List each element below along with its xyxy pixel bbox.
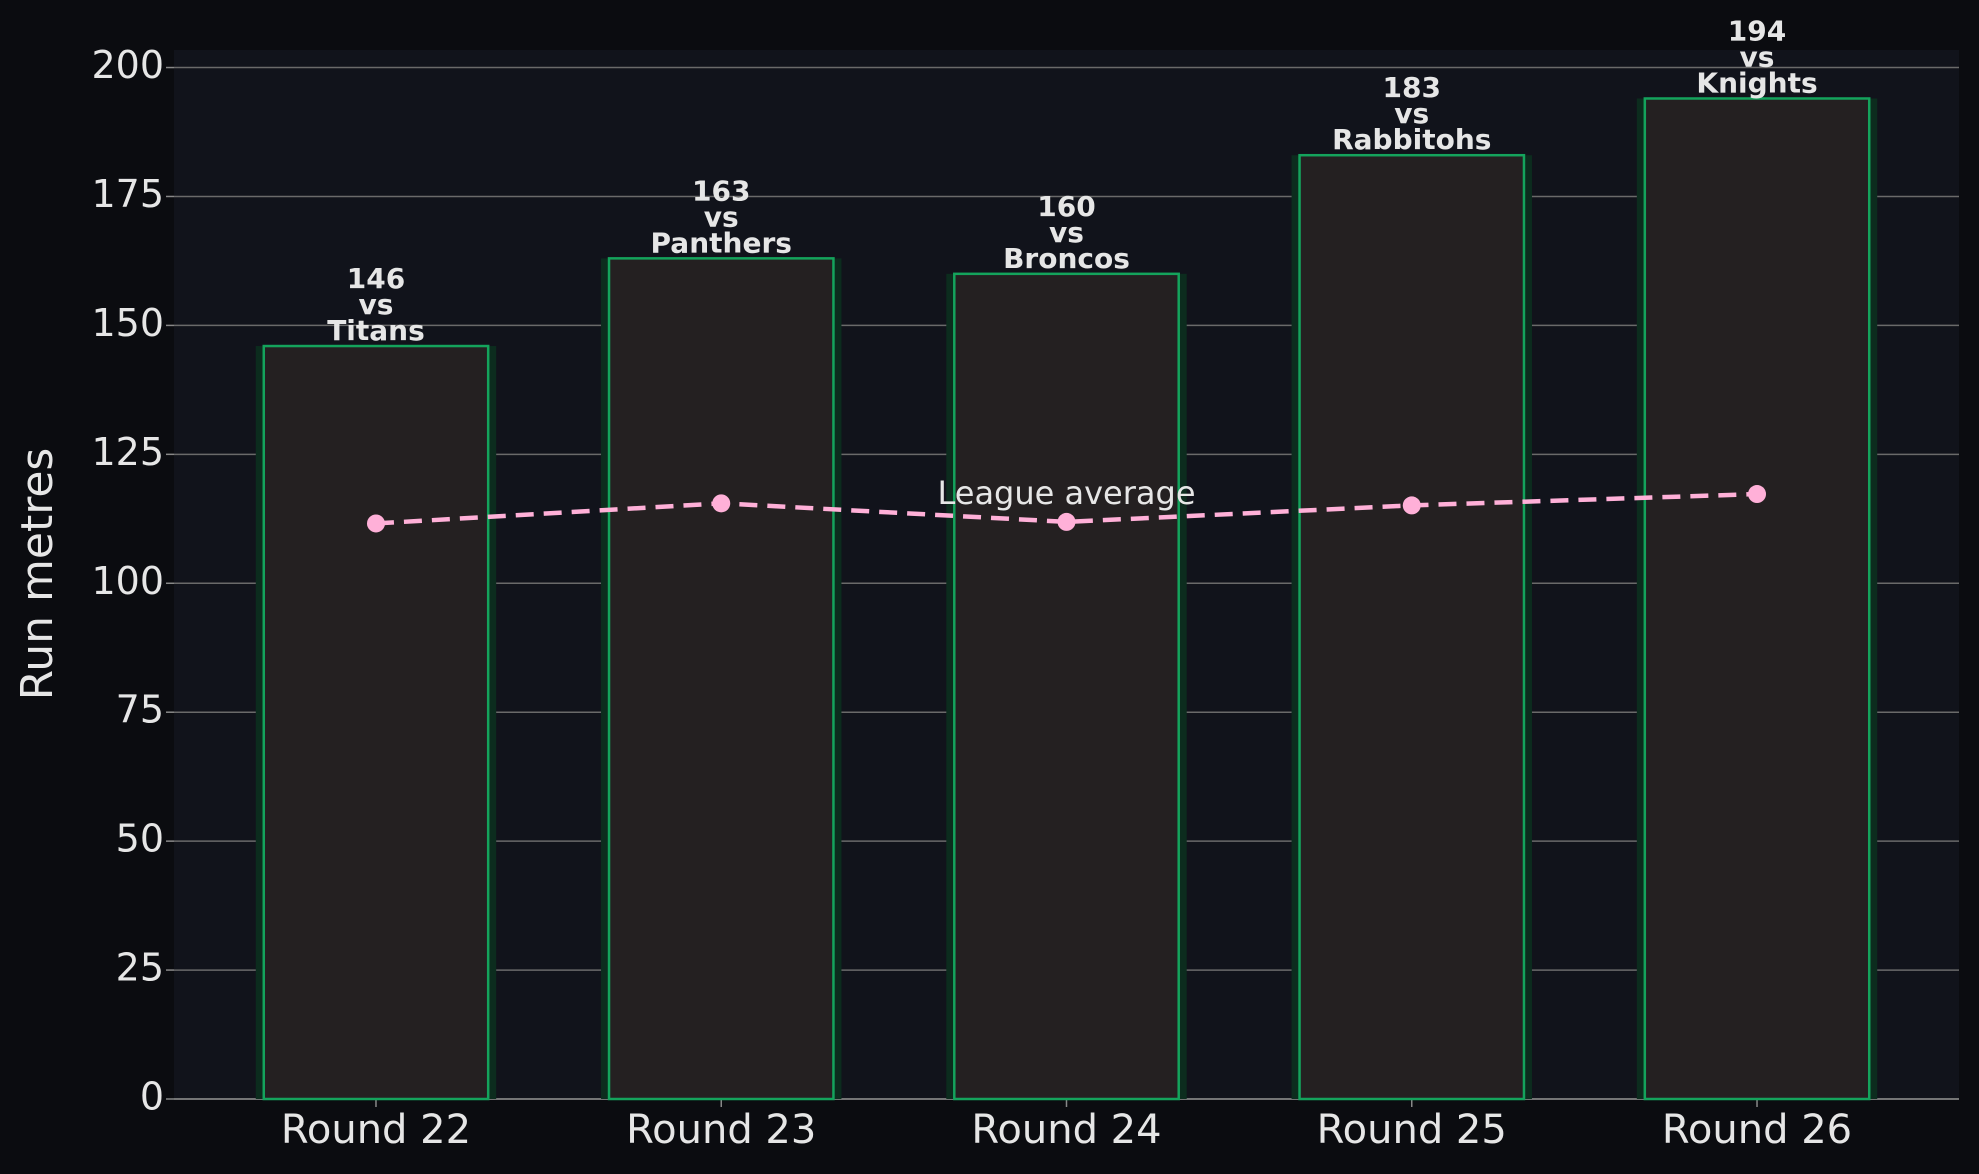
bar-label: 146 vs Titans bbox=[327, 262, 425, 347]
bar bbox=[262, 344, 490, 1101]
y-tick-label: 0 bbox=[140, 1075, 164, 1119]
bar-label: 194 vs Knights bbox=[1696, 14, 1817, 99]
y-tick-label: 50 bbox=[116, 817, 164, 861]
y-tick-label: 150 bbox=[91, 301, 164, 345]
y-tick-label: 25 bbox=[116, 946, 164, 990]
average-point bbox=[1057, 512, 1076, 531]
bar-label: 160 vs Broncos bbox=[1003, 190, 1130, 275]
y-tick-label: 100 bbox=[91, 559, 164, 603]
bar bbox=[1298, 153, 1526, 1101]
bar bbox=[953, 272, 1180, 1101]
bar bbox=[607, 257, 835, 1101]
average-point bbox=[1402, 496, 1421, 515]
bar bbox=[1643, 97, 1871, 1101]
average-point bbox=[1748, 485, 1767, 504]
x-tick-label: Round 25 bbox=[1317, 1107, 1507, 1153]
average-point bbox=[366, 514, 385, 533]
x-tick-label: Round 24 bbox=[971, 1107, 1161, 1153]
average-label: League average bbox=[937, 474, 1195, 512]
y-tick-label: 125 bbox=[91, 430, 164, 474]
bar-label: 183 vs Rabbitohs bbox=[1332, 71, 1491, 156]
average-line bbox=[375, 491, 1758, 526]
y-tick-label: 75 bbox=[116, 688, 164, 732]
x-tick-label: Round 26 bbox=[1662, 1107, 1852, 1153]
y-axis-label: Run metres bbox=[12, 448, 63, 701]
x-tick-label: Round 22 bbox=[281, 1107, 471, 1153]
average-point bbox=[712, 494, 731, 513]
x-tick-label: Round 23 bbox=[626, 1107, 816, 1153]
bar-label: 163 vs Panthers bbox=[651, 174, 792, 259]
y-tick-label: 175 bbox=[91, 172, 164, 216]
y-tick-label: 200 bbox=[91, 43, 164, 87]
